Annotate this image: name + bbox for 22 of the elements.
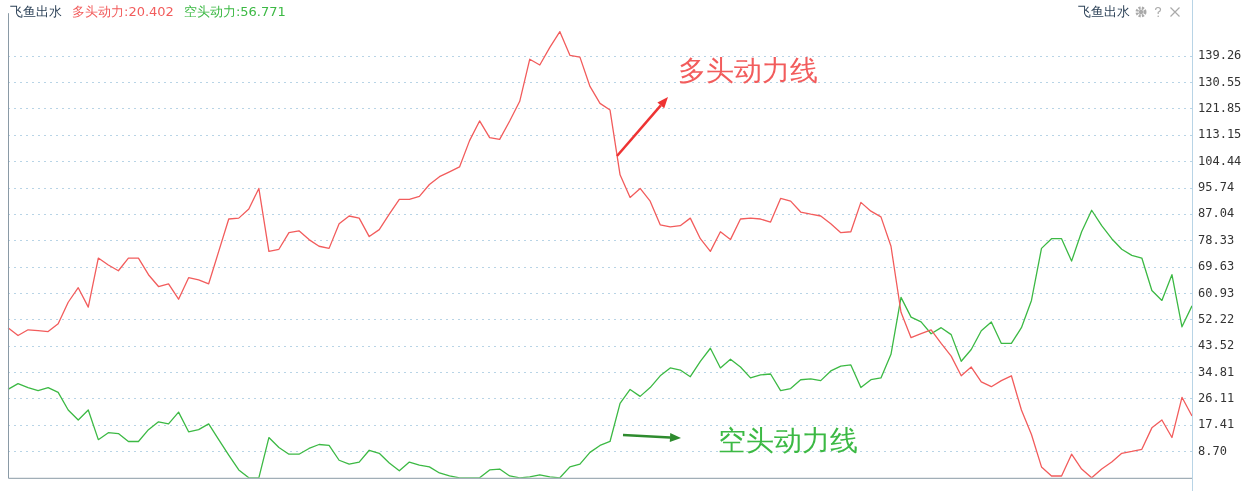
chart-title: 飞鱼出水 xyxy=(1078,4,1130,19)
y-tick-label: 17.41 xyxy=(1198,417,1235,432)
annotation: 多头动力线 xyxy=(678,53,818,89)
y-tick-label: 60.93 xyxy=(1198,285,1235,300)
y-tick-label: 69.63 xyxy=(1198,259,1235,274)
y-tick-label: 43.52 xyxy=(1198,338,1235,353)
y-tick-label: 113.15 xyxy=(1198,127,1242,142)
y-tick-label: 8.70 xyxy=(1198,443,1227,458)
text: 多头动力:20.402 xyxy=(72,4,174,19)
y-tick-label: 95.74 xyxy=(1198,180,1235,195)
y-tick-label: 34.81 xyxy=(1198,364,1235,379)
y-tick-label: 26.11 xyxy=(1198,390,1235,405)
y-tick-label: 139.26 xyxy=(1198,48,1242,63)
y-tick-label: 78.33 xyxy=(1198,232,1235,247)
y-tick-label: 87.04 xyxy=(1198,206,1235,221)
chart-title: 飞鱼出水 xyxy=(10,4,62,19)
annotation: 空头动力线 xyxy=(718,423,858,459)
y-tick-label: 130.55 xyxy=(1198,74,1242,89)
y-tick-label: 104.44 xyxy=(1198,153,1242,168)
y-tick-label: 121.85 xyxy=(1198,101,1242,116)
text: 空头动力:56.771 xyxy=(183,4,286,19)
y-tick-label: 52.22 xyxy=(1198,311,1235,326)
